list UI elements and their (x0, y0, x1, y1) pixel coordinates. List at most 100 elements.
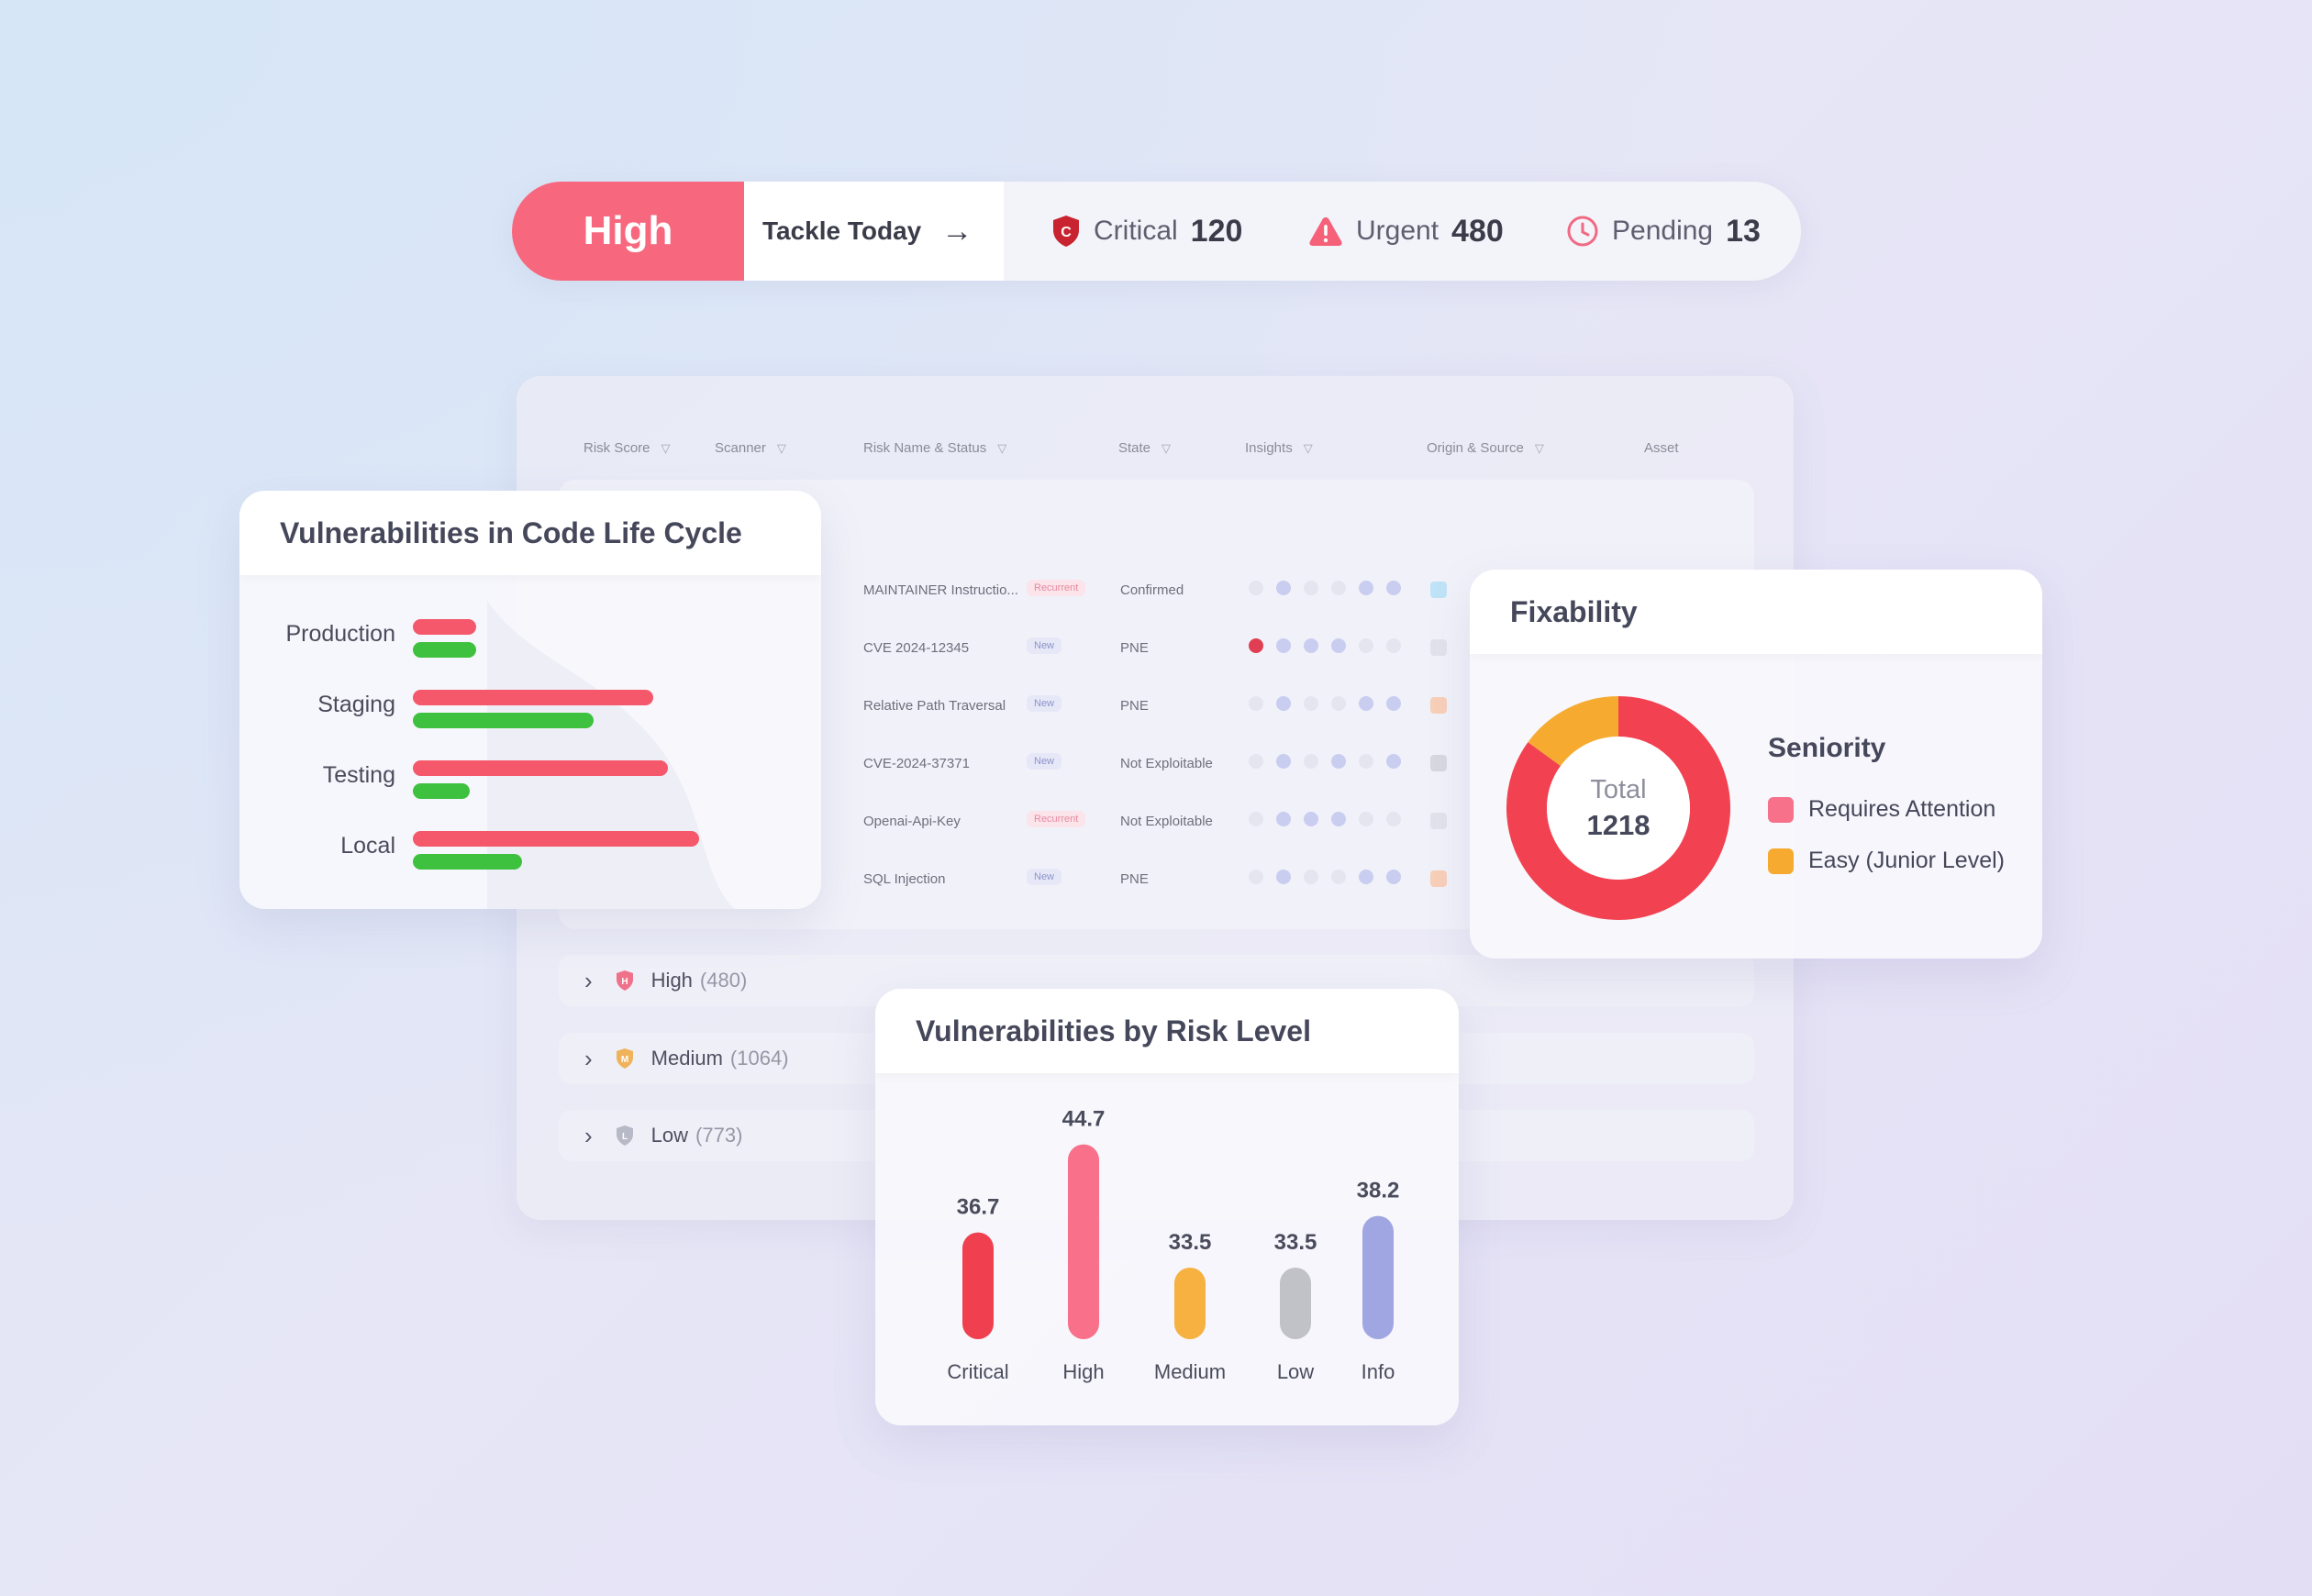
lifecycle-label-production: Production (285, 621, 395, 647)
column-label: Asset (1644, 440, 1679, 456)
lifecycle-bar-production-red[interactable] (413, 619, 476, 635)
column-risk-score[interactable]: Risk Score ▽ (584, 440, 671, 456)
azure-devops-icon (1430, 582, 1447, 598)
risk-level-title: Vulnerabilities by Risk Level (875, 989, 1459, 1073)
column-risk-name[interactable]: Risk Name & Status ▽ (863, 440, 1006, 456)
state-value: Not Exploitable (1120, 814, 1213, 829)
table-row[interactable]: CVE 2024-12345 New PNE (559, 631, 1754, 668)
legend-easy-junior[interactable]: Easy (Junior Level) (1768, 848, 2005, 874)
total-value: 1218 (1586, 808, 1651, 841)
insight-icons (1249, 638, 1401, 653)
critical-stat[interactable]: C Critical 120 (1051, 182, 1242, 281)
column-insights[interactable]: Insights ▽ (1245, 440, 1313, 456)
filter-icon[interactable]: ▽ (1303, 440, 1313, 455)
risk-level-chart: 36.7 Critical 44.7 High 33.5 Medium 33.5 Low 38.… (947, 1107, 1399, 1383)
column-state[interactable]: State ▽ (1118, 440, 1171, 456)
column-origin-source[interactable]: Origin & Source ▽ (1427, 440, 1544, 456)
critical-shield-icon: C (1051, 215, 1081, 248)
medium-shield-icon: M (616, 1048, 633, 1069)
status-badge: New (1027, 869, 1062, 885)
high-shield-icon: H (616, 970, 633, 991)
value-label-high: 44.7 (1062, 1107, 1106, 1132)
table-row[interactable]: CVE-2024-37371 New Not Exploitable (559, 747, 1754, 783)
lifecycle-label-testing: Testing (322, 762, 395, 788)
urgent-stat[interactable]: Urgent 480 (1308, 182, 1504, 281)
legend-swatch (1768, 796, 1794, 823)
github-icon (1430, 755, 1447, 771)
lifecycle-bar-production-green[interactable] (413, 642, 476, 658)
filter-icon[interactable]: ▽ (997, 440, 1007, 455)
gitlab-icon (1430, 870, 1447, 887)
filter-icon[interactable]: ▽ (661, 440, 671, 455)
bar-info[interactable] (1362, 1215, 1394, 1339)
document-icon (1430, 813, 1447, 829)
lifecycle-label-staging: Staging (317, 692, 395, 717)
chevron-right-icon[interactable]: › (584, 1121, 593, 1149)
column-scanner[interactable]: Scanner ▽ (715, 440, 786, 456)
group-label: Medium (650, 1047, 723, 1070)
donut-center: Total 1218 (1506, 696, 1730, 920)
pending-stat[interactable]: Pending 13 (1566, 182, 1761, 281)
lifecycle-bar-local-red[interactable] (413, 831, 699, 847)
donut-hole (1547, 737, 1690, 880)
arrow-right-icon: → (941, 213, 973, 249)
total-label: Total (1590, 774, 1647, 804)
table-row[interactable]: SQL Injection New PNE (559, 862, 1754, 899)
risk-name: Relative Path Traversal (863, 698, 1006, 714)
category-label-critical: Critical (947, 1360, 1008, 1383)
filter-icon[interactable]: ▽ (1162, 440, 1172, 455)
risk-name: CVE-2024-37371 (863, 756, 970, 771)
lifecycle-bar-local-green[interactable] (413, 854, 522, 870)
document-icon (1430, 639, 1447, 656)
svg-text:L: L (622, 1132, 628, 1142)
legend-requires-attention[interactable]: Requires Attention (1768, 796, 1995, 823)
filter-icon[interactable]: ▽ (1534, 440, 1544, 455)
critical-label: Critical (1094, 216, 1178, 246)
bar-high[interactable] (1068, 1144, 1099, 1339)
critical-count: 120 (1190, 213, 1243, 249)
lifecycle-title: Vulnerabilities in Code Life Cycle (239, 491, 821, 575)
lifecycle-card: Vulnerabilities in Code Life Cycle Produ… (239, 491, 821, 909)
legend-label: Easy (Junior Level) (1808, 848, 2005, 873)
table-row[interactable]: Openai-Api-Key Recurrent Not Exploitable (559, 804, 1754, 841)
svg-text:C: C (1061, 225, 1072, 240)
bar-medium[interactable] (1174, 1268, 1206, 1339)
column-label: Risk Score (584, 440, 650, 456)
insight-icons (1249, 870, 1401, 884)
legend-swatch (1768, 848, 1794, 874)
bar-critical[interactable] (962, 1232, 994, 1339)
donut-slice-easy-junior-level[interactable] (1506, 696, 1730, 920)
lifecycle-bar-staging-red[interactable] (413, 690, 653, 705)
svg-text:H: H (621, 977, 628, 987)
pending-count: 13 (1726, 213, 1761, 249)
group-count: (1064) (729, 1047, 789, 1070)
lifecycle-bar-staging-green[interactable] (413, 713, 594, 728)
insight-icons (1249, 696, 1401, 711)
risk-name: Openai-Api-Key (863, 814, 961, 829)
table-row[interactable]: Relative Path Traversal New PNE (559, 689, 1754, 726)
status-badge: New (1027, 637, 1062, 654)
column-label: Scanner (715, 440, 766, 456)
risk-level-pill[interactable]: High (512, 182, 744, 281)
fixability-donut[interactable] (1506, 696, 1730, 920)
chevron-right-icon[interactable]: › (584, 966, 593, 994)
filter-icon[interactable]: ▽ (776, 440, 786, 455)
group-count: (773) (695, 1124, 743, 1147)
lifecycle-bar-testing-green[interactable] (413, 783, 470, 799)
fixability-card: Fixability Total 1218 Seniority Requires… (1470, 570, 2042, 959)
lifecycle-bar-testing-red[interactable] (413, 760, 668, 776)
chevron-right-icon[interactable]: › (584, 1044, 593, 1072)
category-label-high: High (1062, 1360, 1104, 1383)
status-badge: New (1027, 695, 1062, 712)
state-value: PNE (1120, 640, 1149, 656)
category-label-info: Info (1362, 1360, 1395, 1383)
legend-title: Seniority (1768, 733, 1886, 763)
risk-name: CVE 2024-12345 (863, 640, 970, 656)
bar-low[interactable] (1280, 1268, 1311, 1339)
tackle-today-button[interactable]: Tackle Today → (744, 182, 1004, 281)
svg-text:M: M (621, 1055, 628, 1065)
value-label-medium: 33.5 (1169, 1230, 1212, 1255)
column-asset[interactable]: Asset (1644, 440, 1679, 456)
table-row[interactable]: MAINTAINER Instructio... Recurrent Confi… (559, 573, 1754, 610)
urgent-label: Urgent (1356, 216, 1439, 246)
